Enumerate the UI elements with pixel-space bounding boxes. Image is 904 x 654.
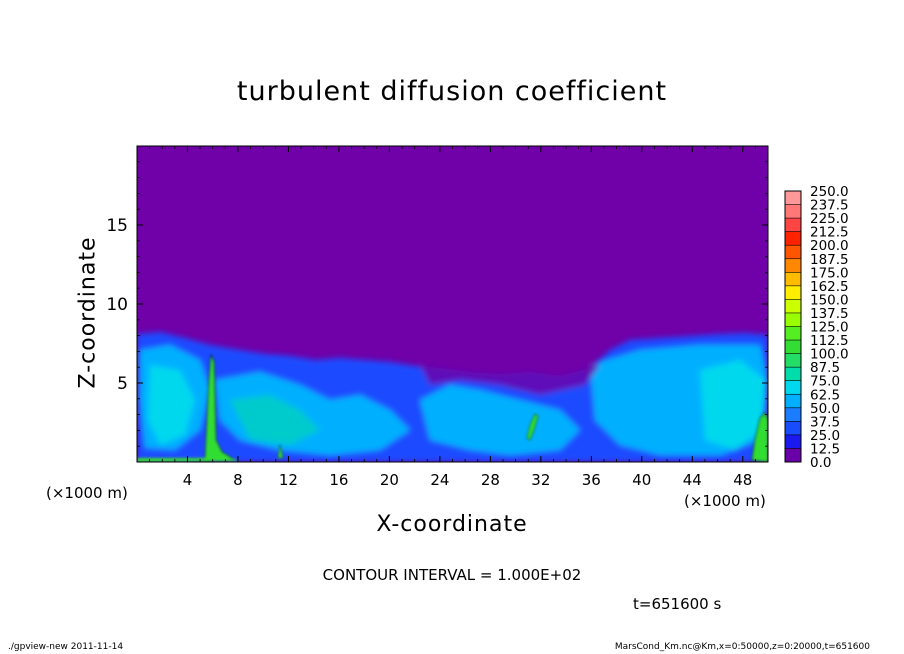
field-cyan-center — [420, 385, 580, 455]
colorbar-label: 125.0 — [810, 320, 849, 336]
colorbar-swatch — [785, 407, 801, 422]
colorbar-swatch — [785, 367, 801, 381]
plot-area — [136, 145, 769, 463]
footer-right-text: MarsCond_Km.nc@Km,x=0:50000,z=0:20000,t=… — [614, 642, 870, 652]
colorbar: 250.0237.5225.0212.5200.0187.5175.0162.5… — [784, 184, 849, 471]
colorbar-label: 0.0 — [810, 455, 831, 471]
colorbar-label: 237.5 — [810, 198, 849, 214]
colorbar-label: 200.0 — [810, 238, 849, 254]
y-tick-label: 5 — [117, 374, 128, 394]
x-axis: 4 8 12 16 20 24 28 32 36 40 44 48 — [149, 146, 756, 489]
x-tick-label: 40 — [632, 471, 651, 489]
colorbar-swatch — [785, 231, 801, 246]
x-tick-label: 12 — [279, 471, 298, 489]
colorbar-label: 187.5 — [810, 252, 849, 268]
footer-left-text: ./gpview-new 2011-11-14 — [8, 642, 124, 652]
colorbar-swatch — [785, 204, 801, 219]
contour-interval-label: CONTOUR INTERVAL = 1.000E+02 — [322, 566, 582, 584]
colorbar-swatch — [785, 191, 801, 205]
plume-small — [277, 444, 284, 459]
colorbar-label: 75.0 — [810, 374, 840, 390]
colorbar-swatch — [785, 258, 801, 273]
colorbar-swatch — [785, 380, 801, 395]
y-tick-label: 15 — [106, 216, 128, 236]
time-label: t=651600 s — [633, 595, 722, 613]
field-light-right — [700, 360, 765, 450]
colorbar-swatch — [785, 353, 801, 368]
x-tick-label: 48 — [733, 471, 752, 489]
x-axis-label: X-coordinate — [376, 512, 528, 537]
colorbar-label: 37.5 — [810, 414, 840, 430]
y-axis-label: Z-coordinate — [75, 236, 101, 389]
chart-title: turbulent diffusion coefficient — [236, 76, 668, 107]
colorbar-label: 87.5 — [810, 360, 840, 376]
field-light-left — [148, 365, 195, 445]
x-tick-label: 32 — [531, 471, 550, 489]
x-tick-label: 20 — [380, 471, 399, 489]
plume-center — [526, 413, 539, 441]
colorbar-label: 100.0 — [810, 347, 849, 363]
plume-right — [751, 412, 768, 462]
colorbar-swatch — [785, 434, 801, 449]
x-tick-label: 16 — [329, 471, 348, 489]
x-tick-label: 8 — [233, 471, 243, 489]
colorbar-label: 162.5 — [810, 279, 849, 295]
field-layer — [137, 332, 768, 462]
colorbar-swatch — [785, 421, 801, 436]
colorbar-label: 212.5 — [810, 225, 849, 241]
colorbar-frame — [784, 190, 802, 463]
colorbar-label: 225.0 — [810, 211, 849, 227]
colorbar-label: 150.0 — [810, 292, 849, 308]
colorbar-label: 62.5 — [810, 387, 840, 403]
colorbar-swatch — [785, 340, 801, 354]
field-light-mid — [230, 395, 320, 445]
colorbar-label: 25.0 — [810, 428, 840, 444]
x-tick-label: 44 — [683, 471, 702, 489]
colorbar-swatch — [785, 245, 801, 260]
y-axis: 5 10 15 — [106, 161, 768, 447]
colorbar-label: 175.0 — [810, 265, 849, 281]
colorbar-swatch — [785, 299, 801, 314]
colorbar-swatch — [785, 326, 801, 341]
colorbar-swatch — [785, 394, 801, 409]
x-tick-label: 36 — [582, 471, 601, 489]
x-tick-label: 24 — [430, 471, 449, 489]
colorbar-swatch — [785, 272, 801, 287]
y-tick-label: 10 — [106, 295, 128, 315]
x-unit-label-left: (×1000 m) — [46, 484, 128, 502]
x-tick-label: 28 — [481, 471, 500, 489]
colorbar-swatch — [785, 285, 801, 300]
surface-strip — [137, 458, 240, 462]
x-tick-label: 4 — [183, 471, 193, 489]
colorbar-label: 12.5 — [810, 441, 840, 457]
colorbar-label: 250.0 — [810, 184, 849, 200]
x-unit-label-right: (×1000 m) — [684, 492, 766, 510]
colorbar-swatch — [785, 312, 801, 327]
colorbar-label: 137.5 — [810, 306, 849, 322]
colorbar-label: 112.5 — [810, 333, 849, 349]
colorbar-swatch — [785, 218, 801, 232]
colorbar-swatch — [785, 448, 801, 463]
field-purple-holes — [420, 360, 600, 395]
colorbar-label: 50.0 — [810, 401, 840, 417]
